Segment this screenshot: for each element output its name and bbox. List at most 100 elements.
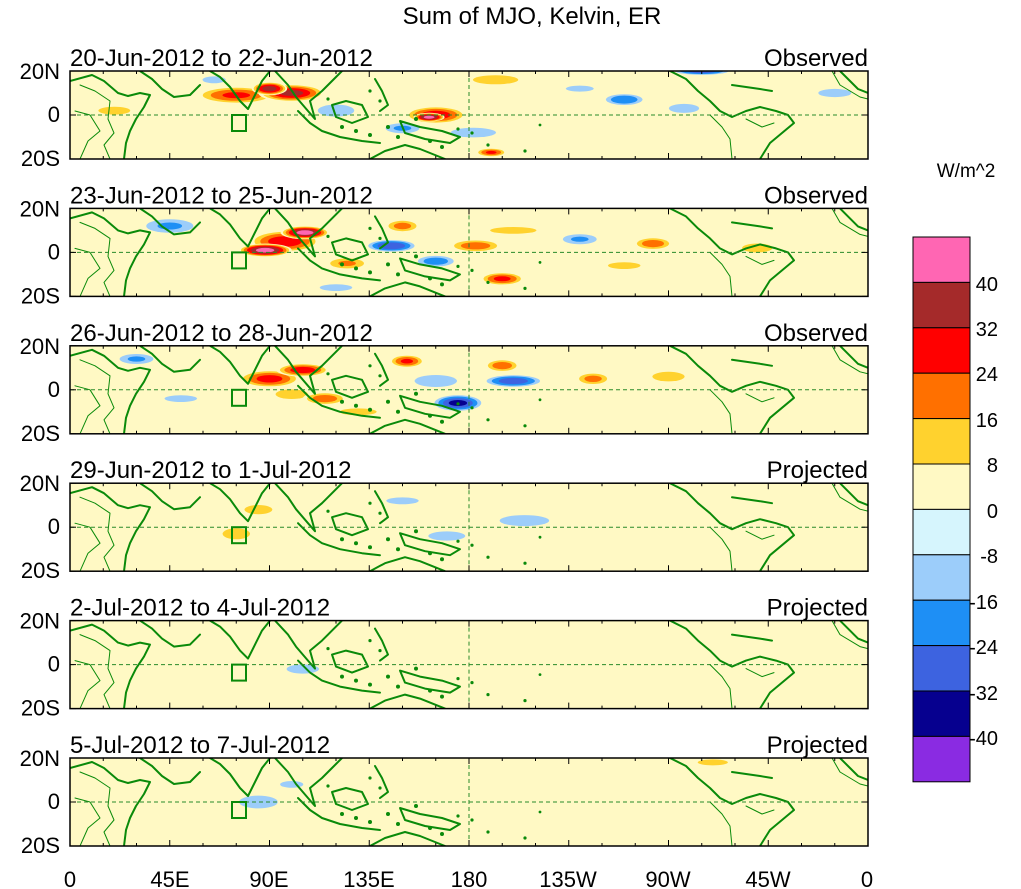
anomaly-contour (189, 270, 261, 288)
lat-label: 20S (21, 696, 60, 721)
panel-status: Observed (764, 45, 868, 72)
colorbar-swatch (912, 372, 971, 420)
anomaly-contour (455, 799, 571, 822)
anomaly-contour (203, 773, 248, 787)
lon-label: 135E (343, 867, 394, 889)
panel-date-range: 29-Jun-2012 to 1-Jul-2012 (70, 457, 352, 484)
lon-label: 45E (150, 867, 189, 889)
anomaly-contour (286, 664, 319, 674)
panel-status: Projected (767, 732, 868, 759)
colorbar-swatch (912, 554, 971, 601)
panel-date-range: 5-Jul-2012 to 7-Jul-2012 (70, 732, 330, 759)
lat-label: 20N (20, 471, 60, 496)
colorbar-tick: -32 (969, 683, 998, 705)
lon-label: 135W (539, 867, 597, 889)
index-box (231, 114, 247, 132)
anomaly-contour (317, 104, 355, 117)
colorbar-tick: -24 (969, 637, 998, 659)
anomaly-contour (268, 236, 302, 247)
longitude-axis: 0 45E 90E 135E 180 135W 90W 45W 0 (64, 867, 873, 889)
anomaly-contour (319, 284, 353, 291)
panel-date-range: 20-Jun-2012 to 22-Jun-2012 (70, 45, 373, 72)
map-area (69, 345, 869, 435)
map-area (69, 70, 869, 160)
anomaly-contour (423, 115, 435, 119)
colorbar-swatch (912, 327, 971, 374)
anomaly-contour (493, 276, 511, 282)
anomaly-contour (492, 362, 512, 370)
colorbar-units: W/m^2 (937, 161, 996, 182)
map-area (69, 207, 869, 298)
colorbar-swatch (912, 418, 971, 465)
anomaly-contour (584, 375, 602, 382)
anomaly-contour (149, 123, 212, 142)
map-panel: 20N 0 20S 26-Jun-2012 to 28-Jun-2012 Observe… (20, 320, 869, 446)
colorbar-tick: 8 (987, 455, 998, 477)
anomaly-contour (414, 375, 457, 387)
panel-status: Projected (767, 457, 868, 484)
anomaly-contour (255, 247, 275, 253)
anomaly-contour (127, 356, 146, 362)
map-area (69, 757, 869, 847)
panel-status: Observed (764, 320, 868, 347)
lon-label: 90E (249, 867, 288, 889)
index-box (231, 251, 247, 270)
lat-label: 0 (48, 789, 60, 814)
anomaly-contour (205, 647, 268, 665)
panel-status: Observed (764, 182, 868, 209)
anomaly-contour (275, 389, 308, 399)
lat-label: 20S (21, 421, 60, 446)
lat-label: 20S (21, 833, 60, 858)
colorbar-tick: -40 (969, 728, 998, 750)
lon-label: 90W (645, 867, 690, 889)
colorbar-tick: 40 (976, 274, 998, 296)
anomaly-contour (118, 791, 199, 813)
anomaly-contour (608, 262, 641, 269)
colorbar-swatch (912, 463, 971, 510)
lat-label: 20N (20, 196, 60, 221)
anomaly-contour (460, 242, 491, 250)
anomaly-contour (280, 781, 304, 788)
anomaly-contour (708, 538, 806, 561)
anomaly-contour (98, 106, 131, 115)
colorbar-swatch (912, 645, 971, 692)
lat-label: 20S (21, 146, 60, 171)
anomaly-contour (222, 528, 250, 540)
lat-label: 0 (48, 514, 60, 539)
anomaly-contour (296, 230, 314, 235)
anomaly-contour (498, 377, 528, 385)
panel-date-range: 26-Jun-2012 to 28-Jun-2012 (70, 320, 373, 347)
lat-label: 20N (20, 609, 60, 634)
lon-label: 45W (745, 867, 790, 889)
anomaly-contour (652, 371, 685, 382)
map-panel: 20N 0 20S 20-Jun-2012 to 22-Jun-2012 Observe… (20, 45, 869, 171)
anomaly-contour (485, 150, 497, 154)
anomaly-contour (400, 358, 413, 364)
lon-label: 0 (861, 867, 873, 889)
anomaly-contour (472, 75, 519, 85)
anomaly-contour (565, 85, 594, 92)
anomaly-contour (276, 531, 330, 550)
anomaly-contour (239, 795, 278, 809)
figure-title: Sum of MJO, Kelvin, ER (403, 3, 662, 30)
panel-date-range: 2-Jul-2012 to 4-Jul-2012 (70, 595, 330, 622)
anomaly-contour (697, 759, 728, 766)
anomaly-contour (386, 497, 419, 505)
anomaly-contour (610, 95, 638, 104)
map-panel: 20N 0 20S 2-Jul-2012 to 4-Jul-2012 Projected (20, 595, 869, 721)
anomaly-contour (423, 257, 448, 265)
anomaly-contour (428, 531, 466, 541)
anomaly-contour (642, 240, 664, 248)
colorbar-swatch (912, 690, 971, 737)
lat-label: 20N (20, 59, 60, 84)
anomaly-contour (490, 227, 537, 234)
lat-label: 0 (48, 239, 60, 264)
colorbar-tick: 0 (987, 501, 998, 523)
anomaly-contour (818, 88, 852, 98)
anomaly-contour (393, 222, 412, 230)
anomaly-contour (312, 395, 338, 403)
colorbar-swatch (912, 508, 971, 556)
colorbar-tick: 24 (976, 364, 998, 386)
map-area (69, 619, 869, 710)
